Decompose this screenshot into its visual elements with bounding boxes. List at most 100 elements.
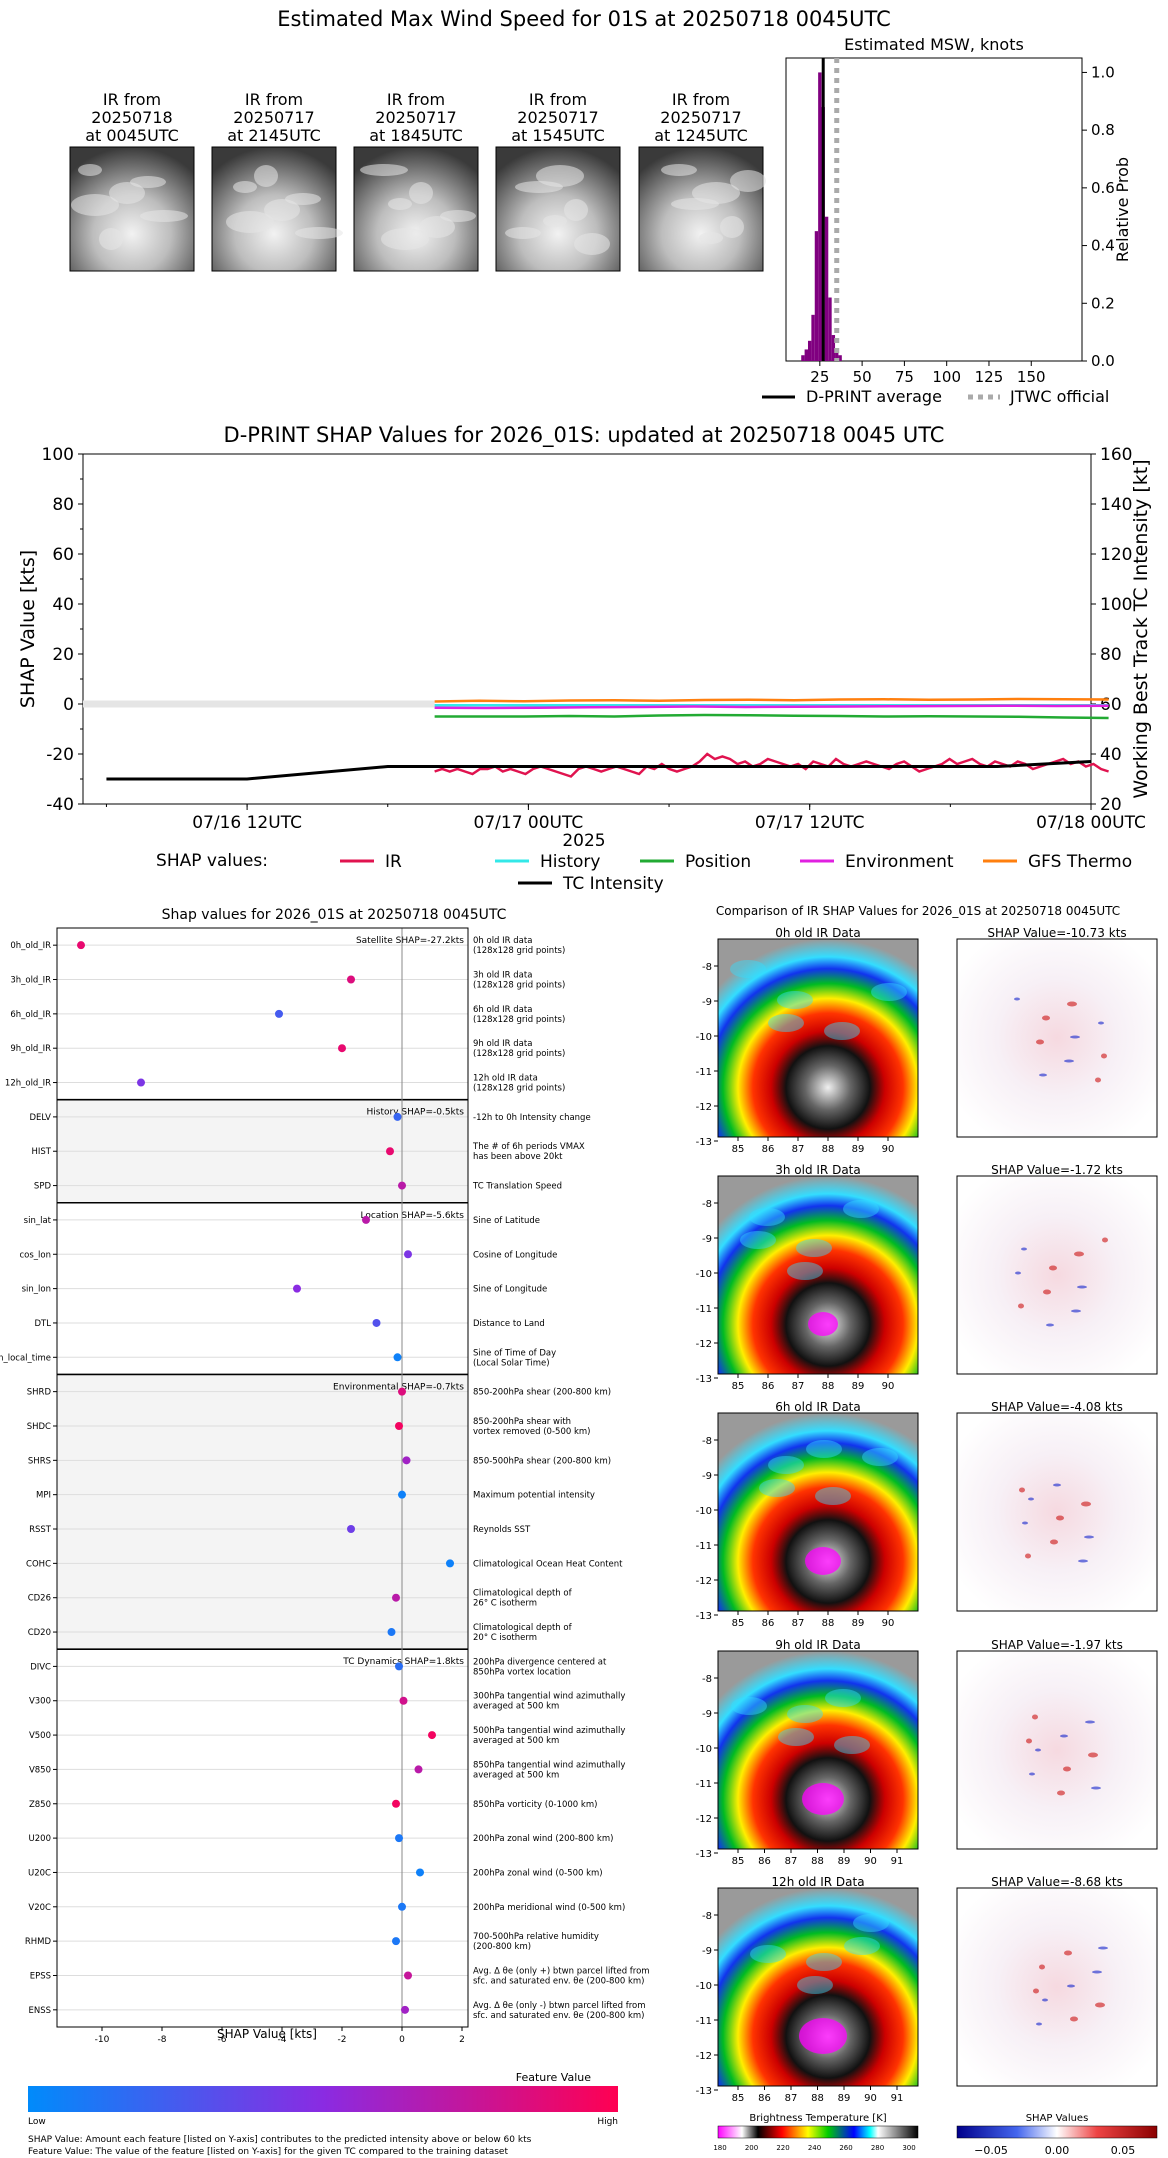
lon-tick-label: 89: [838, 1856, 851, 1867]
lat-tick-label: -8: [702, 1674, 712, 1685]
cloud-texture: [543, 215, 567, 227]
feature-plot-xlabel: SHAP Value [kts]: [217, 2027, 317, 2041]
shap-colorbar-label: SHAP Values: [1026, 2113, 1089, 2124]
ir-texture: [797, 1976, 833, 1994]
shap-texture: [1050, 1539, 1058, 1545]
lat-tick-label: -13: [696, 2086, 712, 2097]
thumbnail-title-line3: at 2145UTC: [227, 126, 321, 145]
lat-tick-label: -9: [702, 997, 712, 1008]
feature-description: Sine of Longitude: [473, 1285, 547, 1295]
feature-dot: [416, 1868, 424, 1877]
bt-tick-label: 220: [776, 2144, 789, 2152]
lon-tick-label: 85: [732, 1618, 745, 1629]
feature-dot: [428, 1731, 436, 1740]
shap-texture: [1095, 2002, 1105, 2008]
thumbnail-title-line3: at 0045UTC: [85, 126, 179, 145]
group-shap-label: Location SHAP=-5.6kts: [360, 1211, 464, 1221]
feature-name: V300: [29, 1697, 51, 1707]
feature-description-line2: averaged at 500 km: [473, 1770, 559, 1780]
lon-tick-label: 90: [882, 1618, 895, 1629]
shap-texture: [1064, 1059, 1074, 1063]
feature-name: SHRD: [27, 1388, 52, 1398]
lon-tick-label: 86: [762, 1618, 775, 1629]
lat-tick-label: -11: [696, 1067, 712, 1078]
feature-description: 850hPa vorticity (0-1000 km): [473, 1800, 597, 1810]
shap-colorbar: [956, 2125, 1158, 2139]
feature-dot: [338, 1044, 346, 1053]
shap-texture: [1025, 1553, 1031, 1559]
shap-texture: [1015, 1271, 1021, 1275]
feature-name: sin_lat: [24, 1216, 52, 1226]
feature-dot: [392, 1593, 400, 1602]
cloud-texture: [564, 199, 588, 221]
shap-texture: [1033, 1988, 1039, 1994]
lat-tick-label: -8: [702, 1199, 712, 1210]
feature-plot-frame: [56, 927, 469, 2028]
lon-tick-label: 85: [732, 1856, 745, 1867]
cloud-texture: [233, 181, 257, 193]
shap-texture: [1091, 1786, 1101, 1790]
feature-name: HIST: [32, 1147, 52, 1157]
y2-tick-label: 80: [1100, 645, 1122, 665]
feature-description-line2: has been above 20kt: [473, 1152, 563, 1162]
legend-label: History: [540, 852, 600, 872]
feature-description: The # of 6h periods VMAX: [472, 1142, 585, 1152]
feature-dot: [393, 1353, 402, 1362]
lon-tick-label: 86: [758, 1856, 771, 1867]
shap-texture: [1022, 1521, 1028, 1525]
lon-tick-label: 88: [822, 1618, 835, 1629]
feature-description: Sine of Time of Day: [473, 1348, 556, 1358]
ir-panel-title: 12h old IR Data: [771, 1875, 864, 1889]
ir-comparison-title: Comparison of IR SHAP Values for 2026_01…: [716, 904, 1120, 918]
shap-texture: [1018, 1303, 1024, 1309]
lon-tick-label: 90: [864, 2093, 877, 2104]
feature-description-line2: 20° C isotherm: [473, 1633, 537, 1643]
shap-texture: [1064, 1950, 1072, 1956]
feature-description: 12h old IR data: [473, 1074, 538, 1084]
feature-plot-title: Shap values for 2026_01S at 20250718 004…: [162, 907, 507, 923]
bt-tick-label: 260: [839, 2144, 852, 2152]
feature-name: RHMD: [25, 1937, 52, 1947]
shap-panel-title: SHAP Value=-1.72 kts: [991, 1163, 1123, 1177]
feature-description: 3h old IR data: [473, 971, 532, 981]
cloud-texture: [295, 227, 343, 239]
ir-texture: [749, 1208, 785, 1226]
feature-name: RSST: [29, 1525, 52, 1535]
ir-panel-title: 9h old IR Data: [775, 1638, 861, 1652]
lat-tick-label: -9: [702, 1946, 712, 1957]
feature-name: MPI: [36, 1491, 51, 1501]
cloud-texture: [661, 164, 697, 176]
cloud-texture: [130, 176, 166, 188]
thumbnail-title-line2: 20250717: [233, 108, 314, 127]
feature-description-line2: (128x128 grid points): [473, 946, 565, 956]
lon-tick-label: 86: [758, 2093, 771, 2104]
shap-tick-label: 0.00: [1045, 2144, 1070, 2157]
histogram-bar: [838, 355, 842, 361]
feature-description-line2: averaged at 500 km: [473, 1702, 559, 1712]
feature-description: 200hPa zonal wind (0-500 km): [473, 1868, 603, 1878]
feature-value-colorbar: [28, 2086, 618, 2112]
feature-description: 200hPa zonal wind (200-800 km): [473, 1834, 613, 1844]
x-tick-label: 2: [459, 2035, 465, 2045]
cloud-texture: [699, 232, 723, 244]
shap-texture: [1074, 1251, 1084, 1257]
feature-dot: [395, 1834, 403, 1843]
feature-dot: [392, 1799, 400, 1808]
lon-tick-label: 88: [811, 2093, 824, 2104]
shap-panel-image: [956, 938, 1158, 1138]
thumbnail-title-line1: IR from: [672, 90, 730, 109]
cloud-texture: [419, 216, 455, 238]
shap-texture: [1098, 1021, 1104, 1025]
cloud-texture: [140, 210, 188, 222]
ir-thumbnail-image: [211, 146, 337, 272]
y-tick-label: 0.2: [1091, 294, 1115, 312]
x-tick-label: 07/18 00UTC: [1036, 813, 1146, 833]
y-tick-label: 0.6: [1091, 179, 1115, 197]
feature-name: V500: [29, 1731, 51, 1741]
ir-texture: [843, 1200, 879, 1218]
y2-tick-label: 120: [1100, 545, 1132, 565]
shap-texture: [1049, 1265, 1057, 1271]
lat-tick-label: -12: [696, 2051, 712, 2062]
